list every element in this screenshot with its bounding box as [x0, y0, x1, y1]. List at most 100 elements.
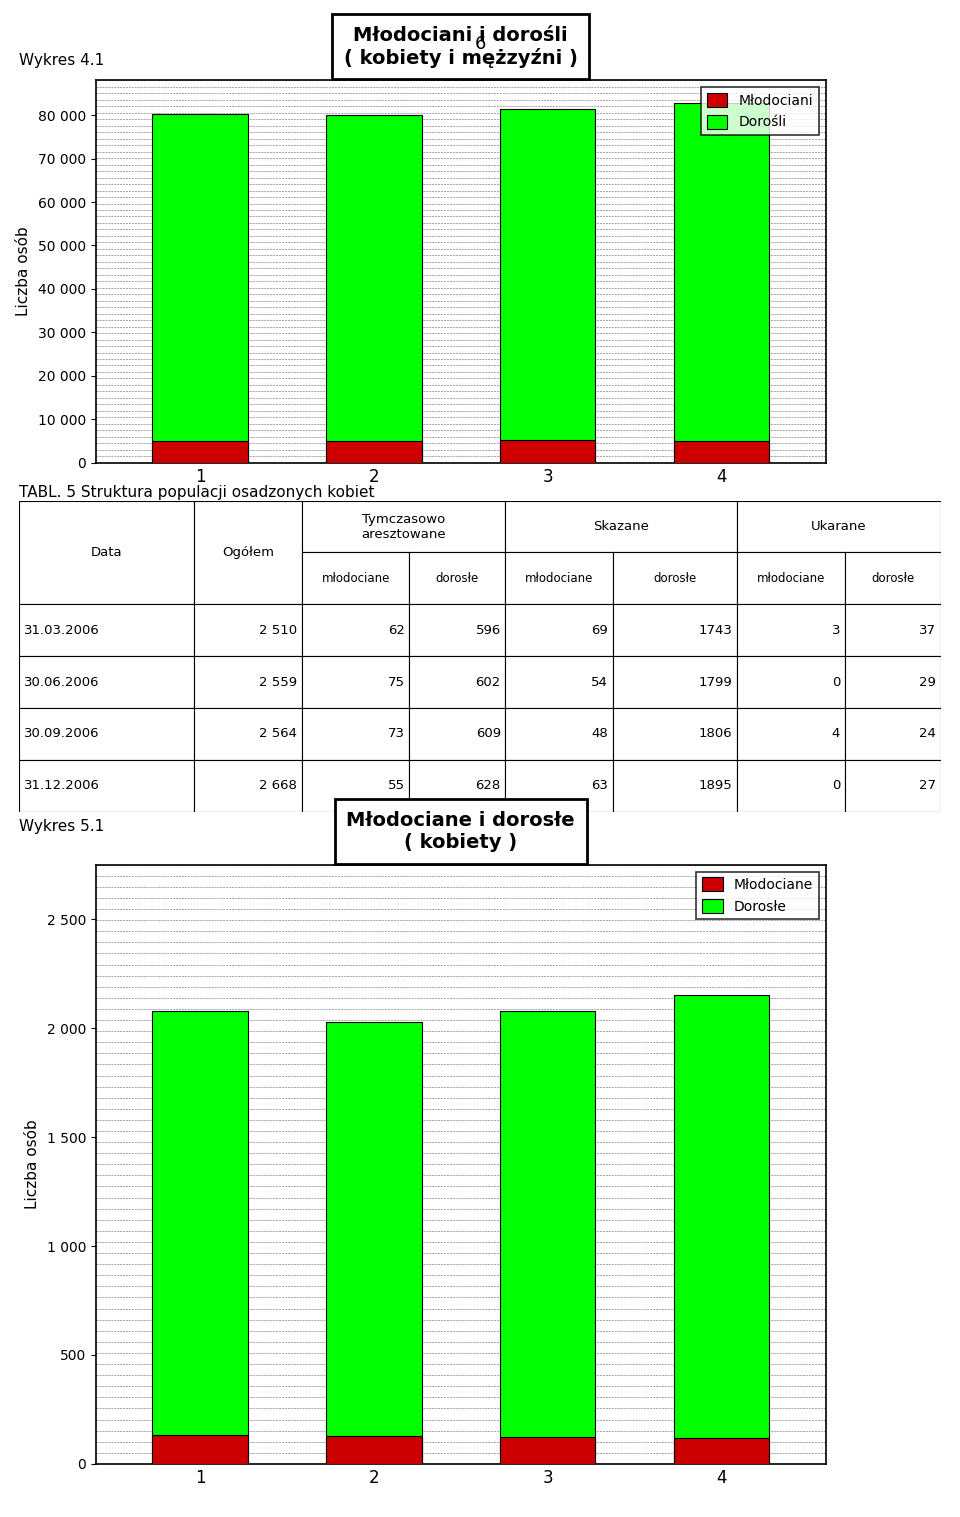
- Bar: [326, 441, 421, 463]
- Text: 29: 29: [920, 675, 936, 689]
- Text: 31.12.2006: 31.12.2006: [24, 780, 100, 792]
- Bar: [500, 1010, 595, 1464]
- Text: 609: 609: [476, 727, 501, 740]
- Title: Młodociane i dorosłe
( kobiety ): Młodociane i dorosłe ( kobiety ): [347, 812, 575, 853]
- Bar: [195, 655, 301, 708]
- Y-axis label: Liczba osób: Liczba osób: [16, 226, 31, 317]
- Bar: [737, 760, 845, 812]
- Text: 3: 3: [831, 623, 840, 637]
- Text: 31.03.2006: 31.03.2006: [24, 623, 100, 637]
- Bar: [612, 708, 737, 760]
- Text: 1806: 1806: [699, 727, 732, 740]
- Title: Młodociani i dorośli
( kobiety i mężzyźni ): Młodociani i dorośli ( kobiety i mężzyźn…: [344, 26, 578, 68]
- Text: 30.09.2006: 30.09.2006: [24, 727, 99, 740]
- Text: 2 668: 2 668: [259, 780, 298, 792]
- Bar: [845, 552, 941, 604]
- Legend: Młodociani, Dorośli: Młodociani, Dorośli: [701, 88, 819, 135]
- Text: 54: 54: [591, 675, 609, 689]
- Bar: [19, 655, 195, 708]
- Bar: [845, 760, 941, 812]
- Bar: [19, 708, 195, 760]
- Bar: [301, 552, 409, 604]
- Text: 0: 0: [831, 780, 840, 792]
- Bar: [195, 501, 301, 604]
- Bar: [674, 995, 769, 1464]
- Text: 69: 69: [591, 623, 609, 637]
- Bar: [674, 103, 769, 463]
- Text: 1743: 1743: [699, 623, 732, 637]
- Bar: [674, 1438, 769, 1464]
- Bar: [409, 604, 506, 655]
- Bar: [326, 115, 421, 463]
- Text: 30.06.2006: 30.06.2006: [24, 675, 99, 689]
- Bar: [153, 1435, 248, 1464]
- Bar: [506, 760, 612, 812]
- Text: Ukarane: Ukarane: [811, 520, 867, 532]
- Text: 37: 37: [919, 623, 936, 637]
- Bar: [409, 552, 506, 604]
- Bar: [301, 708, 409, 760]
- Bar: [19, 501, 195, 604]
- Bar: [612, 760, 737, 812]
- Text: Wykres 4.1: Wykres 4.1: [19, 53, 105, 68]
- Bar: [500, 1437, 595, 1464]
- Bar: [96, 80, 826, 463]
- Text: 1895: 1895: [699, 780, 732, 792]
- Legend: Młodociane, Dorosłe: Młodociane, Dorosłe: [696, 872, 819, 919]
- Bar: [737, 604, 845, 655]
- Text: Wykres 5.1: Wykres 5.1: [19, 819, 105, 834]
- Bar: [500, 440, 595, 463]
- Bar: [500, 109, 595, 463]
- Text: Skazane: Skazane: [593, 520, 649, 532]
- Bar: [506, 708, 612, 760]
- Text: 48: 48: [591, 727, 609, 740]
- Bar: [506, 655, 612, 708]
- Bar: [506, 604, 612, 655]
- Bar: [845, 604, 941, 655]
- Bar: [301, 655, 409, 708]
- Text: 24: 24: [920, 727, 936, 740]
- Bar: [19, 760, 195, 812]
- Bar: [506, 552, 612, 604]
- Bar: [195, 604, 301, 655]
- Bar: [845, 655, 941, 708]
- Text: dorosłe: dorosłe: [871, 572, 914, 586]
- Text: 55: 55: [388, 780, 405, 792]
- Bar: [195, 760, 301, 812]
- Text: 602: 602: [475, 675, 501, 689]
- Bar: [19, 604, 195, 655]
- Text: Ogółem: Ogółem: [222, 546, 275, 558]
- Text: 2 510: 2 510: [259, 623, 298, 637]
- Text: Data: Data: [91, 546, 123, 558]
- Text: 1799: 1799: [699, 675, 732, 689]
- Bar: [737, 655, 845, 708]
- Text: młodociane: młodociane: [525, 572, 593, 586]
- Bar: [153, 440, 248, 463]
- Text: 2 564: 2 564: [259, 727, 298, 740]
- Bar: [301, 760, 409, 812]
- Text: 596: 596: [475, 623, 501, 637]
- Bar: [674, 440, 769, 463]
- Bar: [301, 604, 409, 655]
- Bar: [326, 1435, 421, 1464]
- Bar: [612, 655, 737, 708]
- Bar: [737, 552, 845, 604]
- Text: 63: 63: [591, 780, 609, 792]
- Bar: [153, 114, 248, 463]
- Text: dorosłe: dorosłe: [654, 572, 697, 586]
- Text: 27: 27: [919, 780, 936, 792]
- Text: dorosłe: dorosłe: [436, 572, 479, 586]
- Text: młodociane: młodociane: [322, 572, 390, 586]
- Text: 4: 4: [831, 727, 840, 740]
- Bar: [612, 552, 737, 604]
- Text: 628: 628: [475, 780, 501, 792]
- Bar: [301, 501, 506, 552]
- Bar: [737, 708, 845, 760]
- Text: TABL. 5 Struktura populacji osadzonych kobiet: TABL. 5 Struktura populacji osadzonych k…: [19, 485, 374, 501]
- Text: 2 559: 2 559: [259, 675, 298, 689]
- Text: 6: 6: [474, 35, 486, 53]
- Bar: [506, 501, 737, 552]
- Bar: [737, 501, 941, 552]
- Y-axis label: Liczba osób: Liczba osób: [25, 1120, 39, 1209]
- Text: 73: 73: [388, 727, 405, 740]
